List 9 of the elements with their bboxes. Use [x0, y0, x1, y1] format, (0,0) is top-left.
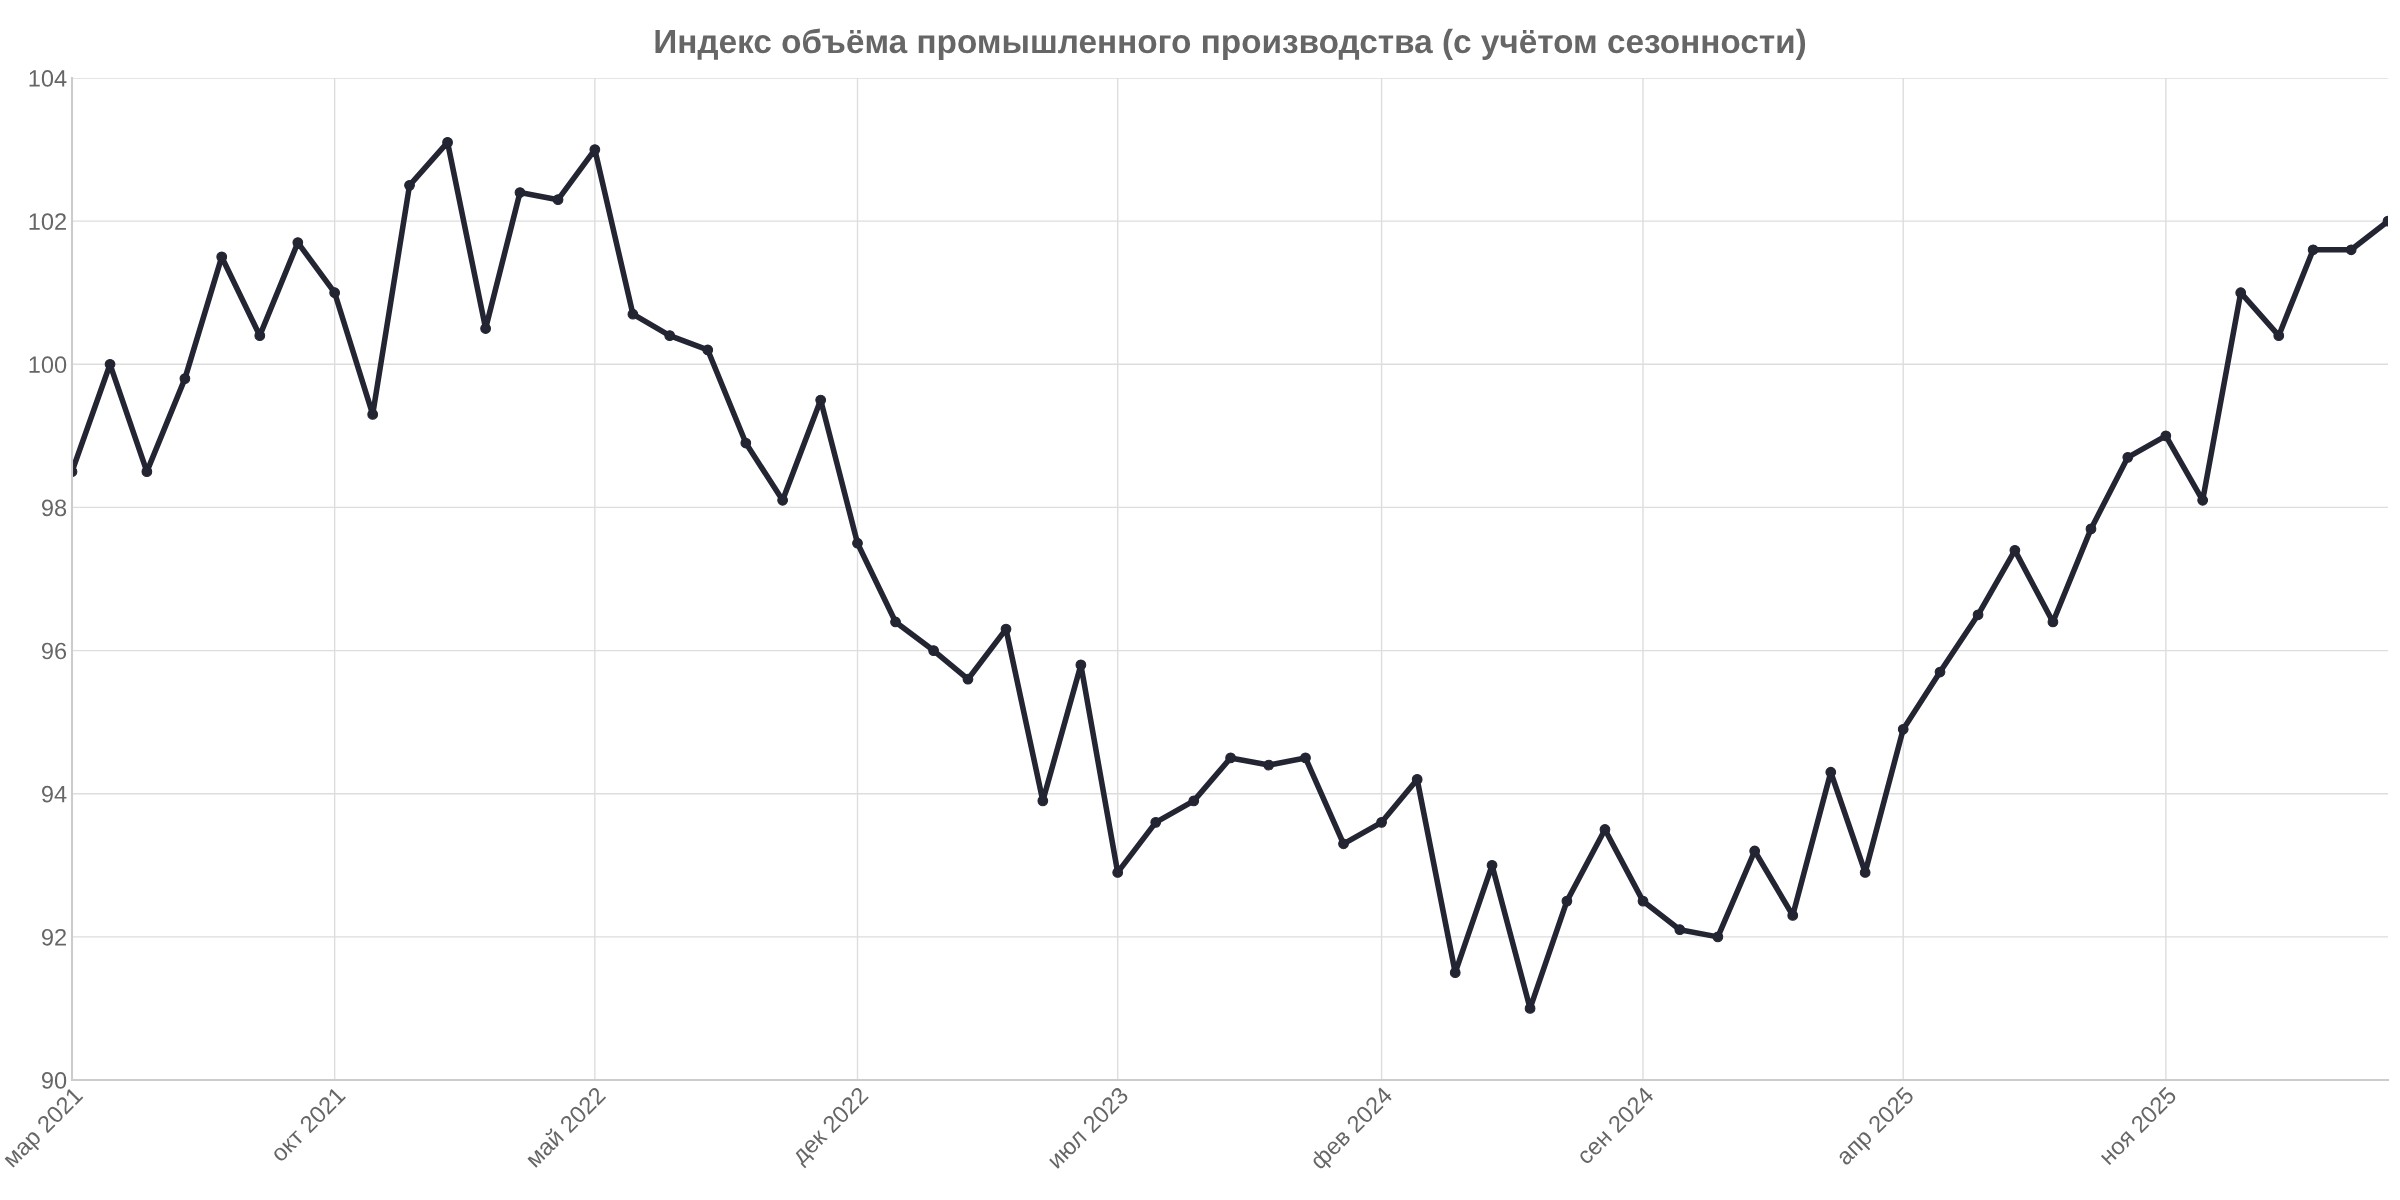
y-tick-label: 92	[41, 928, 66, 946]
y-tick-label: 96	[41, 642, 67, 660]
chart-title: Индекс объёма промышленного производства (с учётом сезонности)	[655, 28, 1806, 60]
y-tick-label: 102	[29, 213, 66, 230]
y-tick-label: 104	[29, 70, 67, 87]
y-tick-label: 100	[29, 356, 67, 374]
y-tick-label: 94	[41, 785, 67, 803]
y-tick-label: 98	[41, 499, 67, 517]
y-tick-label: 90	[41, 1072, 67, 1089]
